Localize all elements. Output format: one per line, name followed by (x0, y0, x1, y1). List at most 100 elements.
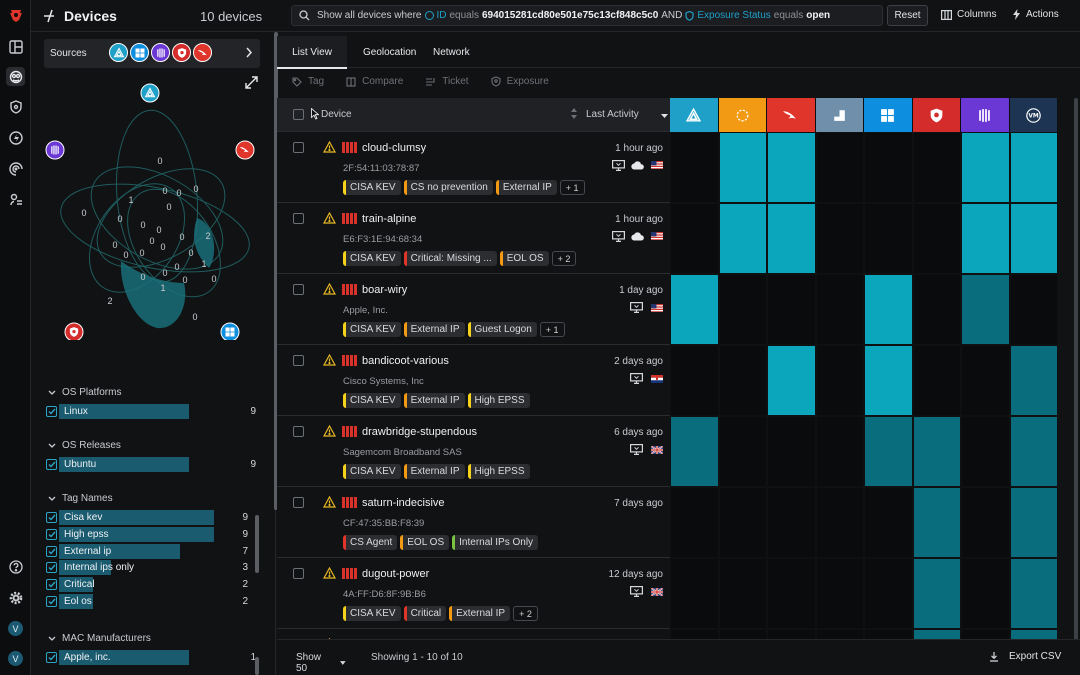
facet-option[interactable]: External ip 7 (46, 543, 261, 559)
facet-checkbox[interactable] (46, 528, 57, 540)
facet-option[interactable]: High epss 9 (46, 526, 261, 542)
device-name-link[interactable]: dugout-power (362, 568, 430, 580)
coverage-cell[interactable] (1009, 558, 1058, 629)
expand-icon[interactable] (245, 76, 258, 89)
coverage-cell[interactable] (670, 274, 719, 345)
more-tags-button[interactable]: + 2 (551, 251, 577, 266)
table-scrollbar[interactable] (1074, 98, 1078, 641)
coverage-cell[interactable] (864, 203, 913, 274)
device-tag[interactable]: EOL OS (400, 535, 450, 550)
device-tag[interactable]: CISA KEV (343, 180, 401, 195)
table-row[interactable]: drawbridge-stupendous Sagemcom Broadband … (277, 416, 670, 487)
coverage-cell[interactable] (864, 132, 913, 203)
device-tag[interactable]: External IP (495, 180, 557, 195)
venn-set-5[interactable] (108, 172, 239, 314)
venn-cloud-agent-icon[interactable] (45, 140, 65, 160)
coverage-cell[interactable] (670, 558, 719, 629)
coverage-cell[interactable] (1009, 345, 1058, 416)
query-field-1[interactable]: ID (436, 10, 447, 21)
device-tag[interactable]: Critical (403, 606, 447, 621)
venn-set-4[interactable] (70, 166, 204, 310)
coverage-cell[interactable] (864, 274, 913, 345)
coverage-cell[interactable] (718, 274, 767, 345)
device-tag[interactable]: Internal IPs Only (452, 535, 539, 550)
search-query-bar[interactable]: Show all devices where ID equals 6940152… (291, 5, 883, 26)
page-size-select[interactable]: Show 50 (296, 652, 346, 675)
table-row[interactable]: cloud-clumsy 2F:54:11:03:78:87 1 hour ago C… (277, 132, 670, 203)
table-row[interactable]: train-alpine E6:F3:1E:94:68:34 1 hour ago C… (277, 203, 670, 274)
venn-region-highlight-2[interactable] (194, 218, 215, 268)
coverage-cell[interactable] (1009, 203, 1058, 274)
coverage-cell[interactable] (767, 558, 816, 629)
facet-scrollbar-2[interactable] (255, 657, 259, 675)
coverage-cell[interactable] (912, 558, 961, 629)
facet-checkbox[interactable] (46, 562, 57, 574)
actions-button[interactable]: Actions (1012, 9, 1059, 20)
row-checkbox[interactable] (293, 355, 304, 366)
venn-set-2[interactable] (80, 148, 241, 287)
facet-checkbox[interactable] (46, 406, 57, 417)
venn-crowdstrike-icon[interactable] (235, 140, 255, 160)
user-avatar[interactable]: V (6, 649, 25, 668)
facet-title-3[interactable]: MAC Manufacturers (48, 633, 151, 644)
column-header-crowdstrike-icon[interactable] (767, 98, 816, 132)
coverage-cell[interactable] (767, 487, 816, 558)
device-name-link[interactable]: train-alpine (362, 213, 417, 225)
tab-list-view[interactable]: List View (277, 36, 347, 69)
more-tags-button[interactable]: + 1 (539, 322, 565, 337)
device-name-link[interactable]: bandicoot-various (362, 355, 449, 367)
column-header-windows-icon[interactable] (864, 98, 913, 132)
coverage-cell[interactable] (912, 203, 961, 274)
facet-checkbox[interactable] (46, 596, 57, 607)
row-checkbox[interactable] (293, 426, 304, 437)
device-tag[interactable]: External IP (449, 606, 511, 621)
coverage-cell[interactable] (1009, 274, 1058, 345)
device-tag[interactable]: External IP (403, 322, 465, 337)
query-field-2[interactable]: Exposure Status (697, 10, 771, 21)
columns-button[interactable]: Columns (941, 9, 996, 20)
sort-icon[interactable] (571, 108, 577, 119)
coverage-cell[interactable] (718, 345, 767, 416)
table-row[interactable]: saturn-indecisive CF:47:35:BB:F8:39 7 days… (277, 487, 670, 558)
device-tag[interactable]: Critical: Missing ... (403, 251, 497, 266)
last-activity-column-header[interactable]: Last Activity (586, 109, 639, 120)
row-checkbox[interactable] (293, 497, 304, 508)
facet-option[interactable]: Ubuntu 9 (46, 457, 261, 472)
facet-option[interactable]: Cisa kev 9 (46, 510, 261, 525)
facet-checkbox[interactable] (46, 512, 57, 523)
compare-action[interactable]: Compare (346, 76, 403, 87)
device-name-link[interactable]: cloud-clumsy (362, 142, 427, 154)
coverage-cell[interactable] (815, 345, 864, 416)
column-header-cloud-agent-icon[interactable] (961, 98, 1010, 132)
coverage-cell[interactable] (718, 203, 767, 274)
device-tag[interactable]: CISA KEV (343, 322, 401, 337)
coverage-cell[interactable] (767, 274, 816, 345)
venn-sentinel-icon[interactable] (140, 83, 160, 103)
coverage-cell[interactable] (1009, 132, 1058, 203)
integrations-icon[interactable] (6, 190, 25, 209)
row-checkbox[interactable] (293, 213, 304, 224)
column-header-vm-icon[interactable]: VM (1009, 98, 1058, 132)
devices-nav-icon[interactable] (6, 67, 25, 86)
facet-option[interactable]: Critical 2 (46, 577, 261, 593)
column-header-sentinel-icon[interactable] (670, 98, 719, 132)
shield-icon[interactable] (6, 97, 25, 116)
reset-button[interactable]: Reset (887, 5, 928, 26)
select-all-checkbox[interactable] (293, 109, 304, 120)
coverage-cell[interactable] (767, 416, 816, 487)
facet-option[interactable]: Eol os 2 (46, 594, 261, 609)
brand-logo-icon[interactable] (6, 6, 25, 25)
coverage-cell[interactable] (912, 345, 961, 416)
device-tag[interactable]: CISA KEV (343, 251, 401, 266)
coverage-cell[interactable] (718, 558, 767, 629)
coverage-cell[interactable] (670, 416, 719, 487)
facet-scrollbar[interactable] (255, 515, 259, 573)
coverage-cell[interactable] (961, 274, 1010, 345)
coverage-cell[interactable] (815, 416, 864, 487)
coverage-cell[interactable] (864, 345, 913, 416)
coverage-cell[interactable] (912, 487, 961, 558)
query-value-1[interactable]: 694015281cd80e501e75c13cf848c5c0 (481, 10, 659, 21)
device-tag[interactable]: Guest Logon (467, 322, 537, 337)
table-row[interactable]: dugout-power 4A:FF:D6:8F:9B:B6 12 days ago… (277, 558, 670, 629)
